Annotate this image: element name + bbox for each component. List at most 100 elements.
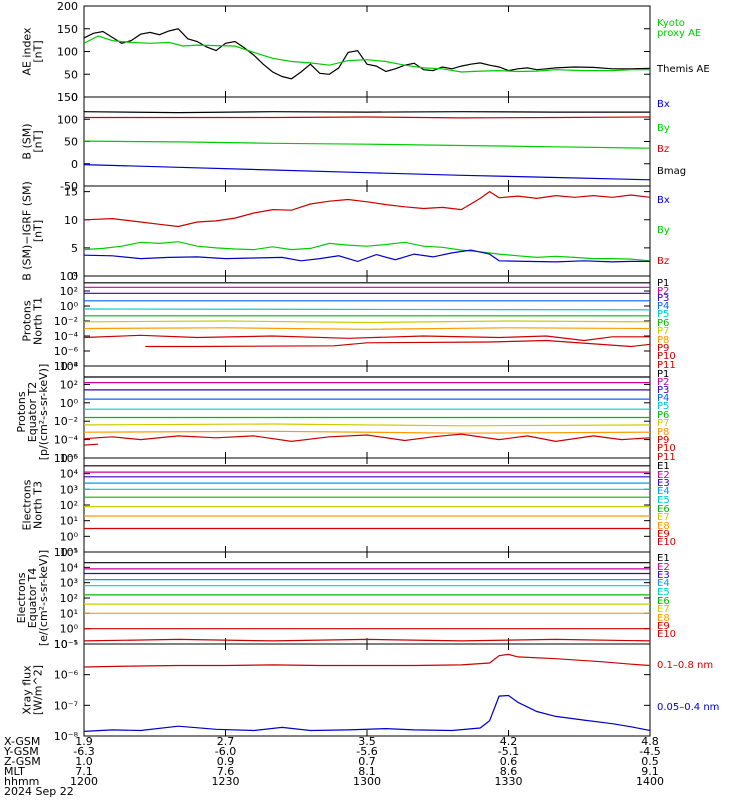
ephemeris-value: 1.0 <box>75 755 93 768</box>
ephemeris-value: -4.5 <box>639 745 660 758</box>
series-line-p10 <box>84 443 99 446</box>
legend-entry: P5 <box>657 309 669 320</box>
y-axis-label: Xray flux <box>21 665 34 715</box>
y-tick-label: 10⁻⁶ <box>54 452 79 465</box>
series-line-by <box>84 140 650 149</box>
legend-entry: 0.1–0.8 nm <box>657 660 713 671</box>
y-axis-label: [W/m^2] <box>32 665 45 715</box>
ephemeris-value: 8.6 <box>500 765 518 778</box>
y-tick-label: 10² <box>60 285 78 298</box>
y-axis-label: B (SM)−IGRF (SM) <box>21 181 34 281</box>
legend-entry: P4 <box>657 393 669 404</box>
panel-frame <box>83 185 651 277</box>
y-axis-label: North T3 <box>32 481 45 529</box>
y-tick-label: 10⁻⁸ <box>54 730 79 743</box>
legend-entry: E10 <box>657 629 676 640</box>
legend-entry: P6 <box>657 410 669 421</box>
legend-entry: E9 <box>657 529 670 540</box>
legend-entry: Bx <box>657 99 670 110</box>
ephemeris-value: -6.0 <box>215 745 236 758</box>
legend-entry: Kyoto <box>657 18 685 29</box>
legend-entry: E4 <box>657 486 670 497</box>
legend-entry: P11 <box>657 360 676 371</box>
series-line-p8 <box>84 430 650 434</box>
ephemeris-value: 1300 <box>353 775 381 788</box>
ephemeris-value: 0.5 <box>641 755 659 768</box>
legend-entry: P3 <box>657 293 669 304</box>
y-tick-label: 10⁻² <box>54 315 78 328</box>
y-axis-label: AE index <box>21 27 34 76</box>
ephemeris-row-label: MLT <box>4 765 25 778</box>
y-tick-label: 10⁴ <box>60 360 79 373</box>
ephemeris-value: 4.2 <box>500 735 518 748</box>
y-tick-label: 10¹ <box>60 515 78 528</box>
legend-entry: E3 <box>657 478 670 489</box>
panel-bdiff: 0 5 10 15 B (SM)−IGRF (SM)[nT] Bx By Bz <box>21 181 670 283</box>
y-tick-label: 10³ <box>60 577 78 590</box>
legend-entry: E6 <box>657 596 670 607</box>
y-tick-label: 0 <box>71 158 78 171</box>
legend-entry: P8 <box>657 427 669 438</box>
legend-entry: P7 <box>657 418 669 429</box>
y-tick-label: 10⁵ <box>60 546 78 559</box>
series-line-0-05-0-4-nm <box>84 694 650 732</box>
panel-frame <box>83 365 651 459</box>
ephemeris-value: 0.7 <box>358 755 376 768</box>
ephemeris-row-label: Z-GSM <box>4 755 41 768</box>
series-line-p5 <box>84 308 650 311</box>
legend-entry: P9 <box>657 343 669 354</box>
legend-entry: E10 <box>657 537 676 548</box>
y-tick-label: 10³ <box>60 483 78 496</box>
ephemeris-value: -5.1 <box>498 745 519 758</box>
series-line-themis-ae <box>84 28 650 80</box>
ephemeris-value: -6.3 <box>73 745 94 758</box>
y-axis-label: Electrons <box>15 572 28 623</box>
legend-entry: By <box>657 225 670 236</box>
y-tick-label: 10⁴ <box>60 468 79 481</box>
ephemeris-value: 1230 <box>212 775 240 788</box>
legend-entry: P8 <box>657 335 669 346</box>
y-tick-label: 0 <box>71 270 78 283</box>
legend-entry: E2 <box>657 562 670 573</box>
ephemeris-row-label: hhmm <box>4 775 39 788</box>
y-tick-label: 100 <box>57 46 78 59</box>
legend-entry: P4 <box>657 301 669 312</box>
y-tick-label: 10⁻⁷ <box>54 699 78 712</box>
y-tick-label: -50 <box>60 180 78 193</box>
y-axis-label: Protons <box>21 300 34 341</box>
ephemeris-value: 1.9 <box>75 735 93 748</box>
ephemeris-value: 1200 <box>70 775 98 788</box>
series-line-by <box>84 241 650 262</box>
y-tick-label: 10 <box>64 214 78 227</box>
y-tick-label: 10⁻⁵ <box>54 638 78 651</box>
y-axis-label: [nT] <box>32 220 45 242</box>
legend-entry: By <box>657 123 670 134</box>
y-tick-label: 10⁻⁴ <box>54 434 79 447</box>
ephemeris-value: 9.1 <box>641 765 659 778</box>
series-line-kyoto-proxy-ae <box>84 35 650 73</box>
legend-entry: E1 <box>657 461 670 472</box>
y-tick-label: 10² <box>60 378 78 391</box>
y-tick-label: 10⁻¹ <box>54 638 78 651</box>
y-tick-label: 150 <box>57 23 78 36</box>
legend-entry: P2 <box>657 286 669 297</box>
legend-entry: Bz <box>657 256 669 267</box>
y-tick-label: 10² <box>60 499 78 512</box>
legend-entry: P1 <box>657 278 669 289</box>
series-line-p7 <box>84 423 650 427</box>
legend-entry: P5 <box>657 401 669 412</box>
legend-entry: E8 <box>657 613 670 624</box>
y-axis-label: Equator T4 <box>26 568 39 628</box>
y-axis-label: Protons <box>15 391 28 432</box>
y-tick-label: 10⁻⁶ <box>54 669 79 682</box>
y-tick-label: 10⁵ <box>60 452 78 465</box>
y-tick-label: 10⁻¹ <box>54 546 78 559</box>
y-tick-label: 10² <box>60 592 78 605</box>
legend-entry: E8 <box>657 521 670 532</box>
y-axis-label: [nT] <box>32 40 45 62</box>
legend-entry: E2 <box>657 470 670 481</box>
y-tick-label: 100 <box>57 113 78 126</box>
